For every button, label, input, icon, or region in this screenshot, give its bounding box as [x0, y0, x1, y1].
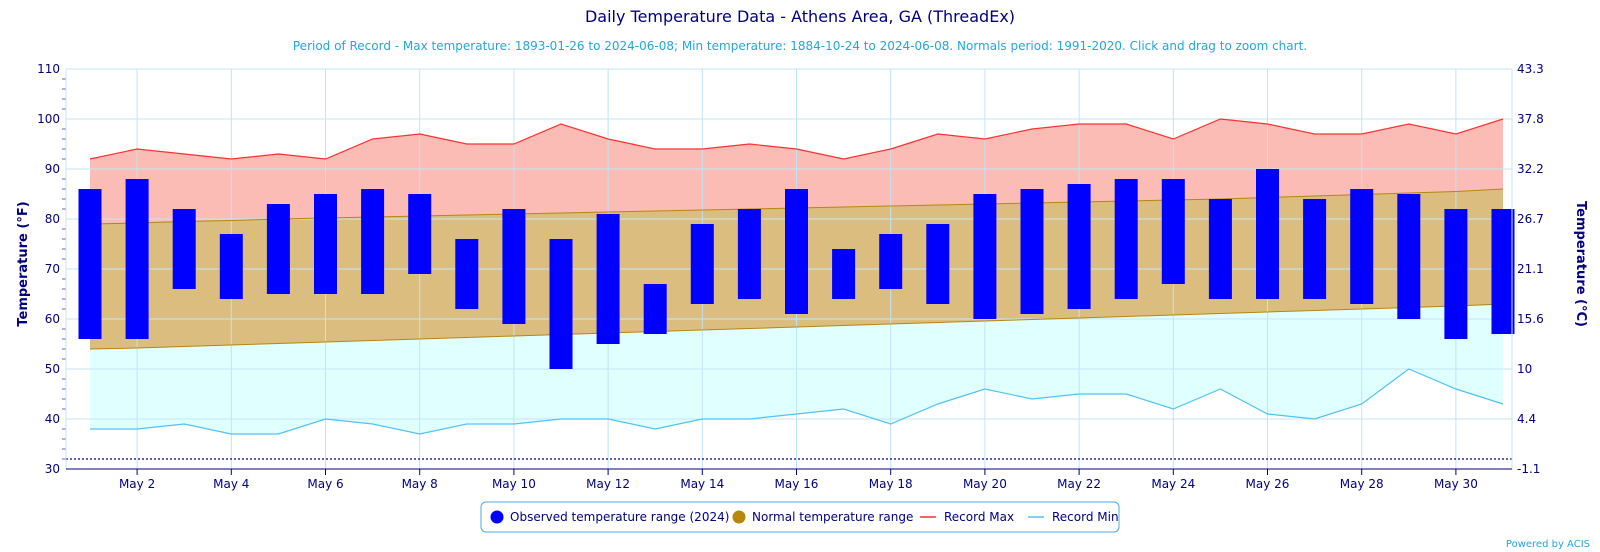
observed-range-bar[interactable]	[785, 189, 808, 314]
x-tick-label: May 16	[775, 477, 819, 491]
observed-bars[interactable]	[78, 169, 1515, 369]
observed-range-bar[interactable]	[1350, 189, 1374, 304]
observed-range-bar[interactable]	[78, 189, 102, 339]
y-tick-label-left: 100	[37, 112, 60, 126]
observed-range-bar[interactable]	[408, 194, 432, 274]
observed-range-bar[interactable]	[879, 234, 903, 289]
y-tick-label-left: 60	[45, 312, 60, 326]
observed-range-bar[interactable]	[1256, 169, 1279, 299]
legend-item-observed[interactable]: Observed temperature range (2024)	[490, 510, 730, 524]
observed-range-bar[interactable]	[1161, 179, 1185, 284]
chart-title: Daily Temperature Data - Athens Area, GA…	[585, 7, 1015, 26]
x-tick-label: May 24	[1151, 477, 1195, 491]
x-tick-label: May 22	[1057, 477, 1101, 491]
chart-subtitle: Period of Record - Max temperature: 1893…	[293, 39, 1307, 53]
x-tick-label: May 10	[492, 477, 536, 491]
record-max-line	[89, 118, 1504, 160]
observed-range-bar[interactable]	[690, 224, 714, 304]
x-tick-label: May 6	[307, 477, 343, 491]
y-tick-label-right: 21.1	[1517, 262, 1544, 276]
x-tick-label: May 4	[213, 477, 249, 491]
observed-range-bar[interactable]	[1208, 199, 1232, 299]
y-tick-label-right: 37.8	[1517, 112, 1544, 126]
y-tick-label-left: 70	[45, 262, 60, 276]
observed-range-bar[interactable]	[219, 234, 243, 299]
y-axis-title-left: Temperature (°F)	[16, 201, 31, 326]
observed-range-bar[interactable]	[314, 194, 337, 294]
y-tick-label-left: 110	[37, 62, 60, 76]
observed-range-bar[interactable]	[549, 239, 573, 369]
y-tick-label-right: 4.4	[1517, 412, 1536, 426]
observed-range-bar[interactable]	[502, 209, 526, 324]
x-tick-label: May 8	[402, 477, 438, 491]
observed-range-bar[interactable]	[1491, 209, 1515, 334]
y-tick-label-left: 50	[45, 362, 60, 376]
observed-range-bar[interactable]	[1114, 179, 1138, 299]
legend-item-record-max[interactable]: Record Max	[920, 510, 1014, 524]
y-tick-label-left: 30	[45, 462, 60, 476]
y-tick-label-right: 26.7	[1517, 212, 1544, 226]
y-tick-label-left: 80	[45, 212, 60, 226]
observed-range-bar[interactable]	[266, 204, 290, 294]
legend-item-normal[interactable]: Normal temperature range	[732, 510, 914, 524]
legend-item-record-min[interactable]: Record Min	[1028, 510, 1119, 524]
x-tick-label: May 28	[1340, 477, 1384, 491]
observed-range-bar[interactable]	[1067, 184, 1091, 309]
x-tick-label: May 14	[680, 477, 724, 491]
observed-range-bar[interactable]	[832, 249, 856, 299]
observed-range-bar[interactable]	[1397, 194, 1421, 319]
observed-range-bar[interactable]	[1020, 189, 1044, 314]
y-tick-label-right: 10	[1517, 362, 1532, 376]
legend-observed-label: Observed temperature range (2024)	[510, 510, 729, 524]
observed-range-bar[interactable]	[1444, 209, 1468, 339]
y-tick-label-right: 43.3	[1517, 62, 1544, 76]
observed-range-bar[interactable]	[1303, 199, 1327, 299]
legend-normal-label: Normal temperature range	[752, 510, 913, 524]
y-tick-label-left: 40	[45, 412, 60, 426]
y-tick-label-left: 90	[45, 162, 60, 176]
legend-observed-marker	[490, 510, 504, 524]
observed-range-bar[interactable]	[737, 209, 761, 299]
legend-record-max-label: Record Max	[944, 510, 1014, 524]
observed-range-bar[interactable]	[125, 179, 149, 339]
legend-box	[480, 501, 1120, 533]
x-tick-label: May 2	[119, 477, 155, 491]
observed-range-bar[interactable]	[361, 189, 385, 294]
observed-range-bar[interactable]	[455, 239, 479, 309]
legend[interactable]: Observed temperature range (2024) Normal…	[480, 501, 1120, 533]
credits-link[interactable]: Powered by ACIS	[1506, 539, 1590, 550]
x-tick-label: May 12	[586, 477, 630, 491]
y-tick-label-right: 15.6	[1517, 312, 1544, 326]
y-tick-label-right: -1.1	[1517, 462, 1540, 476]
record-min-line	[90, 368, 1504, 435]
x-tick-label: May 30	[1434, 477, 1478, 491]
x-tick-label: May 18	[869, 477, 913, 491]
y-axis-title-right: Temperature (°C)	[1573, 201, 1588, 327]
legend-record-min-label: Record Min	[1052, 510, 1119, 524]
observed-range-bar[interactable]	[926, 224, 950, 304]
observed-range-bar[interactable]	[172, 209, 196, 289]
observed-range-bar[interactable]	[596, 214, 620, 344]
observed-range-bar[interactable]	[973, 194, 997, 319]
normal-low-line	[89, 303, 1504, 350]
legend-normal-marker	[732, 510, 746, 524]
observed-range-bar[interactable]	[643, 284, 667, 334]
axes: 30 -1.1 40 4.4 50 10 60 15.6 70 21.1 80 26.7 90 32.2 1…	[37, 62, 1544, 491]
x-tick-label: May 20	[963, 477, 1007, 491]
x-tick-label: May 26	[1246, 477, 1290, 491]
y-tick-label-right: 32.2	[1517, 162, 1544, 176]
